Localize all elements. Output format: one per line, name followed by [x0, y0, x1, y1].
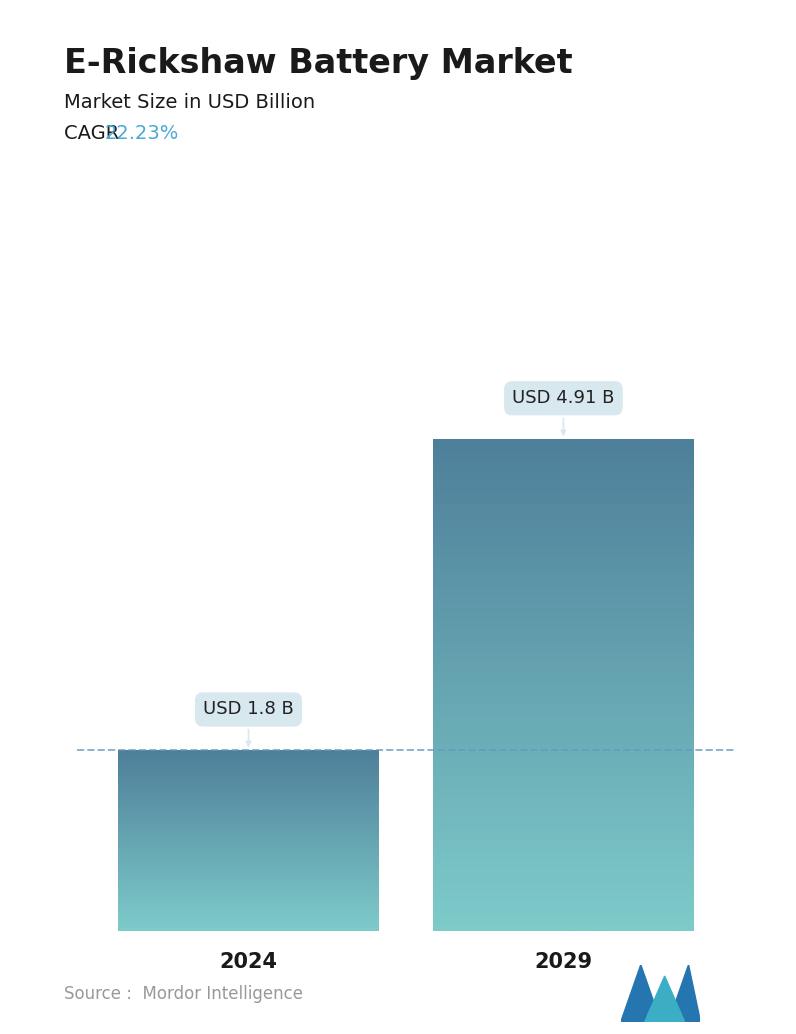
Polygon shape	[669, 965, 700, 1022]
Text: E-Rickshaw Battery Market: E-Rickshaw Battery Market	[64, 47, 572, 80]
Polygon shape	[645, 976, 685, 1022]
Text: USD 1.8 B: USD 1.8 B	[203, 700, 294, 746]
Text: USD 4.91 B: USD 4.91 B	[512, 389, 615, 434]
Text: CAGR: CAGR	[64, 124, 125, 143]
Text: Market Size in USD Billion: Market Size in USD Billion	[64, 93, 314, 112]
Polygon shape	[621, 965, 661, 1022]
Text: 22.23%: 22.23%	[105, 124, 179, 143]
Text: Source :  Mordor Intelligence: Source : Mordor Intelligence	[64, 985, 302, 1003]
